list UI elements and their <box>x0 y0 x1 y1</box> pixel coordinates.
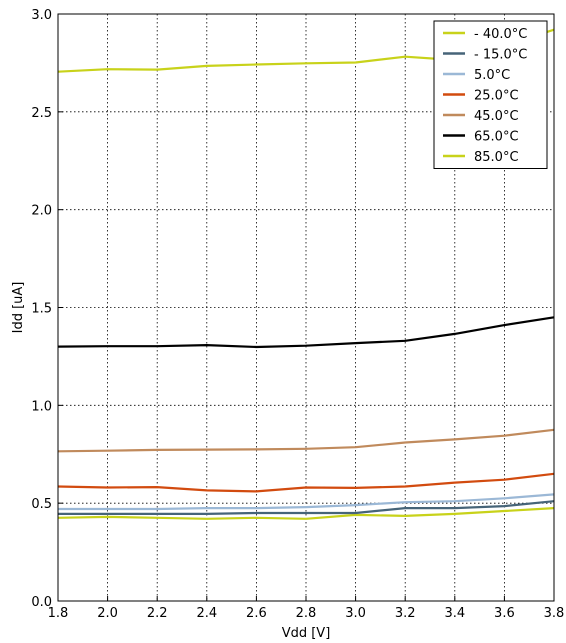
legend-label: - 15.0°C <box>474 48 527 63</box>
series-line-5 <box>57 316 555 349</box>
legend: - 40.0°C - 15.0°C 5.0°C 25.0°C 45.0°C 65.0°C 8… <box>433 20 548 169</box>
y-tick-label: 2.0 <box>31 204 52 219</box>
y-tick-label: 3.0 <box>31 8 52 23</box>
legend-label: - 40.0°C <box>474 27 527 42</box>
y-tick-labels: 0.0 0.5 1.0 1.5 2.0 2.5 3.0 <box>31 8 52 610</box>
x-tick-label: 2.4 <box>196 606 217 621</box>
series-line-2 <box>58 493 555 511</box>
y-tick-label: 0.0 <box>31 595 52 610</box>
x-tick-label: 2.8 <box>296 606 317 621</box>
plot-frame <box>57 13 555 602</box>
y-axis-label: Idd [uA] <box>11 282 26 334</box>
y-tick-label: 0.5 <box>31 497 52 512</box>
legend-label: 85.0°C <box>474 150 519 165</box>
x-tick-label: 3.4 <box>444 606 465 621</box>
x-tick-label: 2.2 <box>147 606 168 621</box>
series-line-3 <box>57 472 555 493</box>
series-line-1 <box>58 500 555 516</box>
y-tick-label: 1.5 <box>31 302 52 317</box>
series-line-0 <box>57 507 555 520</box>
x-tick-label: 3.0 <box>345 606 366 621</box>
x-tick-label: 2.0 <box>97 606 118 621</box>
x-axis-label: Vdd [V] <box>282 626 331 641</box>
legend-label: 5.0°C <box>474 68 510 83</box>
x-tick-label: 1.8 <box>48 606 69 621</box>
x-tick-label: 3.2 <box>395 606 416 621</box>
y-tick-label: 1.0 <box>31 399 52 414</box>
x-tick-label: 3.8 <box>544 606 565 621</box>
x-tick-label: 3.6 <box>494 606 515 621</box>
legend-label: 25.0°C <box>474 89 519 104</box>
legend-label: 45.0°C <box>474 109 519 124</box>
series-line-4 <box>57 428 555 453</box>
y-tick-label: 2.5 <box>31 106 52 121</box>
x-tick-label: 2.6 <box>246 606 267 621</box>
x-tick-labels: 1.8 2.0 2.2 2.4 2.6 2.8 3.0 3.2 3.4 3.6 3.8 <box>48 606 565 621</box>
legend-label: 65.0°C <box>474 130 519 145</box>
